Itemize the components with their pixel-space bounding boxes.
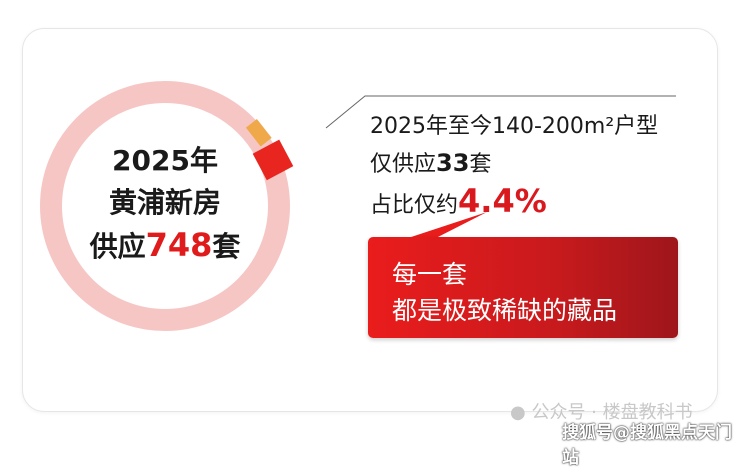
center-year: 2025年 <box>112 144 218 177</box>
center-suffix: 套 <box>212 230 241 263</box>
center-title: 黄浦新房 <box>108 186 221 219</box>
callout-line-1: 每一套 <box>392 260 468 289</box>
center-prefix: 供应 <box>89 230 146 263</box>
callout-box: 每一套 都是极致稀缺的藏品 <box>368 237 678 338</box>
info-line-1: 2025年至今140-200m²户型 <box>370 114 659 139</box>
center-count: 748 <box>145 226 213 264</box>
info-count: 33 <box>436 149 470 177</box>
watermark-source: 搜狐号@搜狐黑点天门站 <box>562 423 732 468</box>
callout-pointer <box>402 212 487 240</box>
wechat-icon: ● <box>510 402 526 423</box>
info-percent: 4.4% <box>458 182 547 220</box>
info-text: 2025年至今140-200m²户型 仅供应33套 占比仅约4.4% <box>370 108 658 224</box>
leader-line <box>325 95 676 129</box>
donut-chart <box>40 81 676 331</box>
donut-center-label: 2025年 黄浦新房 供应748套 <box>60 140 270 268</box>
donut-ring <box>40 81 290 331</box>
info-line-3-prefix: 占比仅约 <box>370 193 459 218</box>
callout-line-2: 都是极致稀缺的藏品 <box>392 296 618 325</box>
watermark-account: ● 公众号 · 楼盘教科书 <box>510 398 693 424</box>
donut-accent-segment <box>245 118 272 147</box>
watermark-account-text: 公众号 · 楼盘教科书 <box>531 402 693 423</box>
donut-highlight-segment <box>252 139 294 181</box>
info-line-2-prefix: 仅供应 <box>370 152 437 177</box>
info-line-2-suffix: 套 <box>469 152 492 177</box>
